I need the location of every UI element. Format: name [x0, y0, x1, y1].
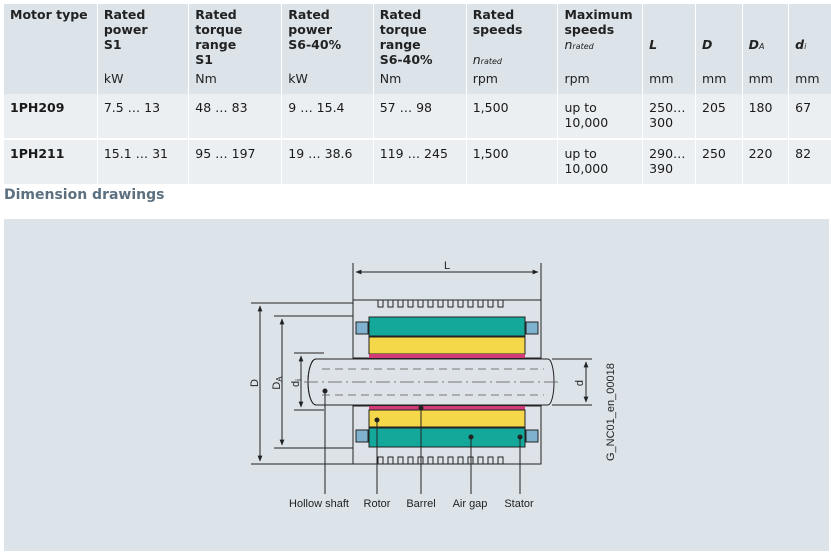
table-row: 1PH211 15.1 … 31 95 … 197 19 … 38.6 119 … — [4, 138, 831, 184]
label-rotor: Rotor — [364, 498, 391, 510]
table-row: 1PH209 7.5 … 13 48 … 83 9 … 15.4 57 … 98… — [4, 94, 831, 139]
dimension-D: D — [249, 302, 353, 465]
cell-value: 19 … 38.6 — [281, 138, 374, 184]
label-stator: Stator — [504, 498, 534, 510]
header-rated-power-s6: Rated power S6-40% — [281, 4, 374, 69]
unit-nm: Nm — [372, 69, 467, 94]
unit-motor-type — [4, 69, 98, 94]
cell-value: 119 … 245 — [372, 138, 467, 184]
dimension-DA: DA — [271, 315, 353, 449]
header-maximum-speeds: Maximum speeds nrated — [557, 4, 643, 69]
leader-lines — [322, 388, 523, 494]
cell-value: 82 — [788, 138, 831, 184]
unit-nm: Nm — [188, 69, 282, 94]
dim-label-L: L — [444, 260, 450, 272]
unit-mm: mm — [695, 69, 743, 94]
header-rated-torque-s6: Rated torque range S6-40% — [372, 4, 467, 69]
rotor-bottom — [368, 409, 526, 428]
motor-dimension-drawing: L D DA di d — [249, 260, 617, 510]
dimension-d: d — [552, 358, 592, 406]
cell-value: 250 — [695, 138, 743, 184]
unit-kw: kW — [96, 69, 189, 94]
dimension-L: L — [352, 260, 542, 301]
header-D: D — [695, 4, 743, 69]
header-rated-power-s1: Rated power S1 — [96, 4, 189, 69]
cell-value: 1,500 — [465, 138, 558, 184]
stator-top — [368, 316, 526, 337]
cell-value: 180 — [741, 94, 789, 139]
cell-model: 1PH211 — [4, 138, 98, 184]
header-motor-type: Motor type — [4, 4, 98, 69]
cell-value: 67 — [788, 94, 831, 139]
cell-value: 250… 300 — [642, 94, 696, 139]
hollow-shaft — [304, 358, 560, 406]
dimension-di: di — [290, 352, 324, 411]
cell-value: 95 … 197 — [188, 138, 282, 184]
header-L: L — [642, 4, 696, 69]
cell-value: 220 — [741, 138, 789, 184]
cell-value: 48 … 83 — [188, 94, 282, 139]
label-air-gap: Air gap — [453, 498, 488, 510]
section-title: Dimension drawings — [4, 187, 165, 203]
seal-icon — [525, 429, 539, 443]
header-DA: DA — [741, 4, 789, 69]
unit-kw: kW — [281, 69, 374, 94]
cell-value: up to 10,000 — [557, 94, 643, 139]
air-gap-bottom — [369, 406, 525, 410]
drawing-code: G_NC01_en_00018 — [605, 363, 617, 461]
label-hollow-shaft: Hollow shaft — [289, 498, 349, 510]
cell-value: 15.1 … 31 — [96, 138, 189, 184]
header-rated-torque-s1: Rated torque range S1 — [188, 4, 282, 69]
dim-label-d: d — [574, 380, 586, 386]
motor-spec-table: Motor type Rated power S1 Rated torque ra… — [4, 4, 831, 184]
cell-value: up to 10,000 — [557, 138, 643, 184]
dim-label-D: D — [249, 379, 261, 387]
cell-value: 57 … 98 — [372, 94, 467, 139]
air-gap-top — [369, 354, 525, 358]
seal-icon — [355, 321, 369, 335]
unit-mm: mm — [788, 69, 831, 94]
header-di: di — [788, 4, 831, 69]
cell-value: 7.5 … 13 — [96, 94, 189, 139]
label-barrel: Barrel — [406, 498, 435, 510]
cell-value: 205 — [695, 94, 743, 139]
cell-value: 1,500 — [465, 94, 558, 139]
seal-icon — [525, 321, 539, 335]
dimension-drawing-panel: L D DA di d — [4, 219, 829, 551]
unit-rpm: rpm — [557, 69, 643, 94]
unit-mm: mm — [642, 69, 696, 94]
seal-icon — [355, 429, 369, 443]
dim-label-DA: DA — [271, 376, 284, 390]
cell-model: 1PH209 — [4, 94, 98, 139]
rotor-top — [368, 336, 526, 355]
unit-mm: mm — [741, 69, 789, 94]
cell-value: 290… 390 — [642, 138, 696, 184]
unit-rpm: rpm — [465, 69, 558, 94]
cell-value: 9 … 15.4 — [281, 94, 374, 139]
header-rated-speeds: Rated speeds nrated — [465, 4, 558, 69]
dim-label-di: di — [290, 379, 303, 387]
stator-bottom — [368, 427, 526, 448]
